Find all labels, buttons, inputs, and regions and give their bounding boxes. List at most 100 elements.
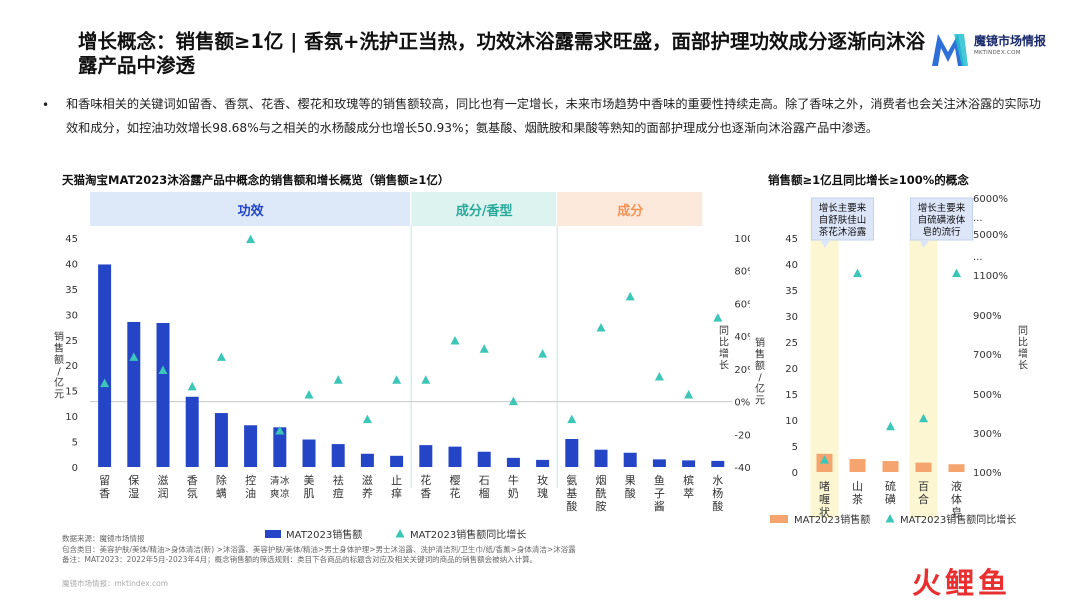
left-axis-tick: 5 xyxy=(792,442,798,453)
right-axis-tick: 80% xyxy=(734,267,750,278)
category-label: 胺 xyxy=(596,499,607,513)
bullet-icon: • xyxy=(42,98,50,112)
bar-保湿 xyxy=(127,321,141,467)
category-label: 螨 xyxy=(216,487,227,500)
category-label: 酰 xyxy=(596,486,607,500)
growth-marker-液体皂 xyxy=(952,268,961,278)
right-axis-tick: 700% xyxy=(973,350,1002,361)
callout-pointer-1 xyxy=(919,240,930,248)
right-axis-label: 同 xyxy=(719,325,729,337)
growth-marker-止痒 xyxy=(392,375,402,384)
callout-text-1: 自硫磺液体 xyxy=(918,214,966,226)
category-label: 氨 xyxy=(566,474,577,487)
bar-液体皂 xyxy=(948,464,965,472)
left-chart-title: 天猫淘宝MAT2023沐浴露产品中概念的销售额和增长概览（销售额≥1亿） xyxy=(62,173,450,187)
bar-留香 xyxy=(98,264,112,467)
growth-marker-滋润 xyxy=(158,365,168,374)
mktindex-logo-icon xyxy=(932,34,968,66)
footer-source: 数据来源：魔镜市场情报 xyxy=(62,534,145,543)
category-label: 啫 xyxy=(819,479,830,493)
right-axis-tick: -20% xyxy=(734,430,750,441)
right-axis-tick: 100% xyxy=(734,234,750,245)
left-axis-label: 售 xyxy=(54,342,64,355)
category-label: 樱 xyxy=(450,474,461,487)
category-label: 百 xyxy=(918,480,929,493)
left-axis-tick: 40 xyxy=(785,260,798,271)
group-band-1 xyxy=(411,192,557,226)
category-label: 保 xyxy=(128,473,139,487)
logo-name: 魔镜市场情报 xyxy=(974,34,1047,48)
right-axis-tick: ... xyxy=(973,252,983,263)
category-label: 奶 xyxy=(508,486,519,500)
category-label: 清 xyxy=(270,475,280,487)
group-label-1: 成分/香型 xyxy=(456,203,513,219)
category-label: 玫 xyxy=(537,473,548,487)
callout-text-0: 自舒肤佳山 xyxy=(819,214,867,226)
left-axis-tick: 25 xyxy=(785,338,798,349)
bar-控油 xyxy=(244,425,258,467)
bar-花香 xyxy=(419,445,433,467)
left-axis-tick: 20 xyxy=(65,361,78,372)
growth-marker-山茶 xyxy=(853,268,862,278)
category-label: 氛 xyxy=(187,487,198,500)
bar-硫磺 xyxy=(882,461,899,472)
category-label: 喱 xyxy=(819,493,830,506)
left-axis-tick: 25 xyxy=(65,336,78,347)
left-axis-tick: 15 xyxy=(785,390,798,401)
category-label: 滋 xyxy=(362,474,373,487)
callout-box-0 xyxy=(811,197,874,241)
category-label: 酸 xyxy=(712,499,723,513)
category-label: 香 xyxy=(99,487,110,500)
summary-text: 和香味相关的关键词如留香、香氛、花香、樱花和玫瑰等的销售额较高，同比也有一定增长… xyxy=(66,97,1041,135)
left-axis-tick: 15 xyxy=(65,387,78,398)
corner-logo: 火鲤鱼 xyxy=(912,566,1012,600)
left-axis-tick: 45 xyxy=(65,234,78,245)
category-label: 凉 xyxy=(280,488,290,500)
category-label: 子 xyxy=(654,487,665,500)
legend-triangle-label: MAT2023销售额同比增长 xyxy=(410,528,526,541)
category-label: 爽 xyxy=(270,489,280,500)
left-axis-label: 元 xyxy=(755,396,765,407)
category-label: 基 xyxy=(566,487,577,500)
category-label: 痒 xyxy=(391,486,402,500)
right-axis-label: 比 xyxy=(1018,337,1028,349)
left-axis-label: 元 xyxy=(54,390,64,401)
left-axis-tick: 30 xyxy=(65,310,78,321)
growth-marker-香氛 xyxy=(187,381,197,391)
group-band-0 xyxy=(90,192,411,226)
category-label: 润 xyxy=(158,486,169,500)
category-label: 硫 xyxy=(885,479,896,493)
left-axis-label: 额 xyxy=(755,359,765,372)
bar-百合 xyxy=(915,462,932,472)
category-label: 石 xyxy=(479,474,490,487)
bar-香氛 xyxy=(185,396,199,467)
bar-水杨酸 xyxy=(711,460,725,467)
right-axis-tick: 500% xyxy=(973,390,1002,401)
category-label: 牛 xyxy=(508,473,519,487)
growth-marker-氨基酸 xyxy=(567,414,577,424)
left-axis-label: 售 xyxy=(755,348,765,361)
legend-triangle-swatch xyxy=(885,514,895,523)
growth-marker-烟酰胺 xyxy=(596,322,606,332)
category-label: 烟 xyxy=(596,473,607,487)
bar-烟酰胺 xyxy=(594,449,608,467)
growth-marker-保湿 xyxy=(129,352,139,361)
left-axis-tick: 0 xyxy=(72,463,78,474)
bar-石榴 xyxy=(477,451,491,467)
growth-marker-美肌 xyxy=(304,390,314,399)
right-axis-label: 比 xyxy=(719,337,729,349)
growth-marker-清爽冰凉 xyxy=(275,426,285,435)
bar-鱼子酱 xyxy=(652,459,666,467)
footer-notes: 数据来源：魔镜市场情报 包含类目：美容护肤/美体/精油>身体清洁(新) >沐浴露… xyxy=(62,534,782,566)
right-axis-tick: 5000% xyxy=(973,230,1008,241)
right-chart-title: 销售额≥1亿且同比增长≥100%的概念 xyxy=(768,173,969,187)
left-axis-label: 亿 xyxy=(54,376,64,389)
category-label: 香 xyxy=(420,487,431,500)
footer-scope: 包含类目：美容护肤/美体/精油>身体清洁(新) >沐浴露、美容护肤/美体/精油>… xyxy=(62,544,576,554)
bar-玫瑰 xyxy=(536,459,550,467)
growth-marker-玫瑰 xyxy=(538,349,548,358)
category-label: 痘 xyxy=(333,486,344,500)
growth-marker-鱼子酱 xyxy=(654,372,664,381)
growth-marker-啫喱状 xyxy=(820,455,829,464)
group-label-2: 成分 xyxy=(617,203,643,219)
